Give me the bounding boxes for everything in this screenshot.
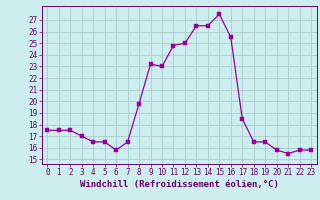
X-axis label: Windchill (Refroidissement éolien,°C): Windchill (Refroidissement éolien,°C) — [80, 180, 279, 189]
